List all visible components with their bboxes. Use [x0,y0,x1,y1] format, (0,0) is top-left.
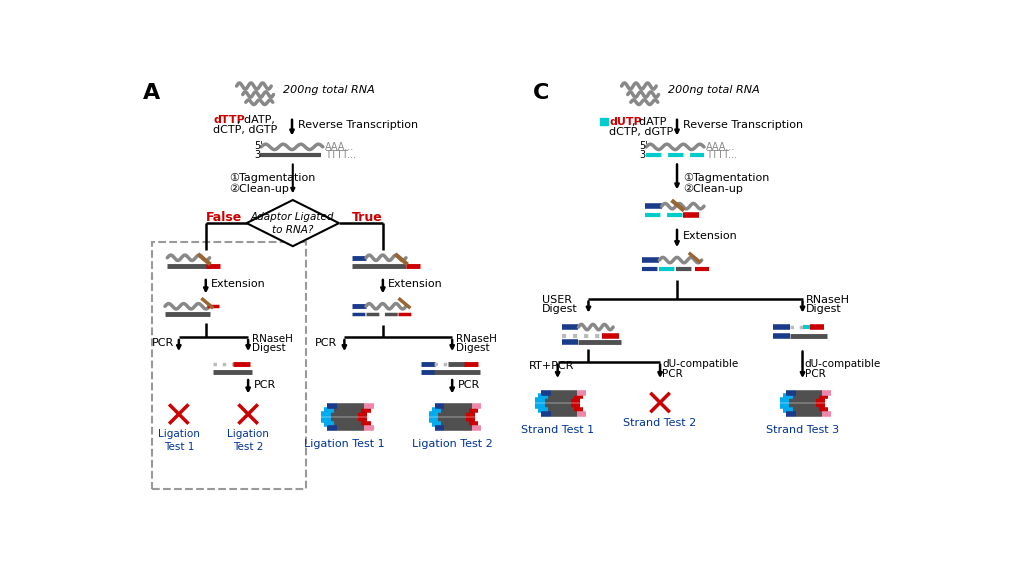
Text: 3: 3 [639,150,645,160]
Polygon shape [246,200,339,246]
Text: Strand Test 2: Strand Test 2 [623,418,697,428]
Text: PCR: PCR [152,338,174,348]
Text: Digest: Digest [806,304,842,313]
Text: PCR: PCR [254,380,276,390]
Text: Reverse Transcription: Reverse Transcription [298,120,418,130]
Text: Digest: Digest [251,343,286,353]
Text: , dATP,: , dATP, [236,115,275,126]
Text: PCR: PCR [458,380,480,390]
Text: TTTT...: TTTT... [325,150,357,160]
Text: PCR: PCR [663,369,683,378]
Text: 200ng total RNA: 200ng total RNA [283,85,375,95]
Text: Extension: Extension [683,231,738,241]
Text: ②Clean-up: ②Clean-up [683,184,743,194]
Text: RNaseH: RNaseH [251,334,293,344]
Text: 3: 3 [255,150,261,160]
Text: Strand Test 1: Strand Test 1 [521,425,594,435]
Text: RNaseH: RNaseH [457,334,497,344]
Text: dCTP, dGTP: dCTP, dGTP [213,126,278,135]
Text: C: C [533,83,549,103]
Text: PCR: PCR [805,369,825,378]
Text: Ligation Test 1: Ligation Test 1 [304,439,385,449]
Text: Reverse Transcription: Reverse Transcription [683,120,803,130]
Text: dU-compatible: dU-compatible [663,359,738,369]
Text: Digest: Digest [542,304,578,313]
Text: False: False [206,211,242,224]
Text: dCTP, dGTP: dCTP, dGTP [609,127,674,137]
Text: A: A [142,83,160,103]
Text: 5': 5' [639,141,648,151]
Text: Ligation
Test 1: Ligation Test 1 [158,430,200,452]
Text: ①Tagmentation: ①Tagmentation [229,173,315,183]
Text: RT+PCR: RT+PCR [529,361,575,372]
Text: 5': 5' [255,141,263,151]
Text: Ligation
Test 2: Ligation Test 2 [227,430,269,452]
Text: Extension: Extension [388,279,443,289]
Text: ①Tagmentation: ①Tagmentation [683,173,770,183]
Text: AAA...: AAA... [706,142,735,152]
Text: True: True [352,211,383,224]
Text: PCR: PCR [315,338,337,348]
Text: dU-compatible: dU-compatible [805,359,881,369]
Text: RNaseH: RNaseH [806,295,850,305]
Text: Strand Test 3: Strand Test 3 [766,425,839,435]
Text: Ligation Test 2: Ligation Test 2 [412,439,493,449]
Text: TTTT...: TTTT... [706,150,737,160]
Text: 200ng total RNA: 200ng total RNA [668,85,760,95]
Text: dTTP: dTTP [213,115,245,126]
Text: Digest: Digest [457,343,490,353]
Text: USER: USER [542,295,573,305]
Text: , dATP: , dATP [632,117,667,127]
Text: dUTP: dUTP [609,117,642,127]
Text: Extension: Extension [211,279,266,289]
Text: ②Clean-up: ②Clean-up [229,184,289,194]
Text: Adaptor Ligated
to RNA?: Adaptor Ligated to RNA? [251,211,334,235]
Bar [600,118,608,126]
Text: AAA...: AAA... [325,142,355,152]
